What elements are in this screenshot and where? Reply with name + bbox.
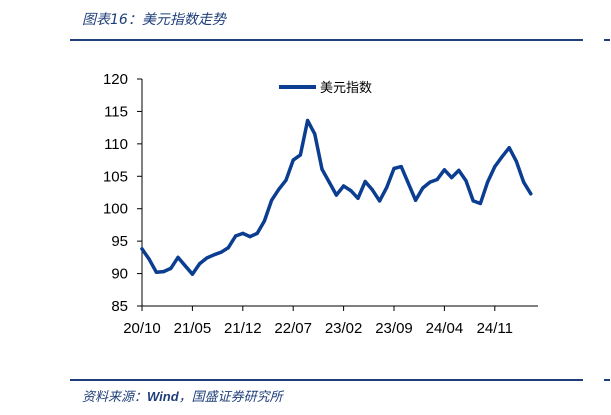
source-wind: Wind: [147, 389, 179, 404]
data-point: [500, 155, 504, 159]
x-tick-label: 21/05: [174, 320, 212, 337]
data-point: [356, 196, 360, 200]
data-point: [212, 253, 216, 257]
x-axis-ticks: 20/10 21/05 21/12 22/07 23/02 23/09 24/04 24/11: [123, 306, 513, 337]
data-point: [198, 262, 202, 266]
bottom-divider: [70, 379, 583, 381]
bottom-divider-endcap: [604, 379, 610, 381]
data-point: [169, 266, 173, 270]
data-point: [414, 198, 418, 202]
data-point: [450, 176, 454, 180]
data-point: [147, 257, 151, 261]
y-tick-label: 95: [111, 233, 128, 250]
data-point: [234, 234, 238, 238]
y-tick-label: 110: [104, 136, 128, 153]
data-point: [363, 179, 367, 184]
data-point: [507, 146, 511, 150]
data-point: [471, 199, 475, 203]
y-tick-label: 115: [104, 103, 128, 120]
data-point: [399, 165, 403, 169]
data-point: [226, 246, 230, 250]
source-note: 资料来源：Wind，国盛证券研究所: [82, 386, 283, 405]
data-point: [270, 198, 274, 202]
series-line-0: [140, 118, 533, 276]
x-tick-label: 23/09: [375, 320, 413, 337]
data-point: [140, 247, 144, 251]
legend-label: 美元指数: [320, 81, 372, 96]
x-tick-label: 20/10: [123, 320, 161, 337]
data-point: [486, 180, 490, 184]
data-point: [190, 272, 194, 276]
top-divider: [70, 39, 583, 41]
y-tick-label: 85: [111, 298, 128, 315]
data-point: [154, 270, 158, 274]
data-point: [183, 264, 187, 268]
y-tick-label: 90: [111, 266, 128, 283]
x-tick-label: 24/11: [477, 320, 513, 337]
data-point: [428, 180, 432, 184]
data-point: [219, 250, 223, 254]
data-point: [205, 256, 209, 260]
data-point: [370, 188, 374, 192]
data-point: [442, 168, 446, 172]
data-point: [522, 180, 526, 184]
data-point: [457, 168, 461, 172]
data-point: [262, 219, 266, 223]
data-point: [277, 187, 281, 191]
data-point: [349, 189, 353, 193]
x-tick-label: 22/07: [274, 320, 312, 337]
data-point: [306, 118, 310, 123]
y-tick-label: 105: [103, 168, 128, 185]
data-point: [291, 158, 295, 162]
data-point: [514, 159, 519, 163]
data-point: [298, 153, 302, 157]
data-point: [421, 186, 425, 190]
y-tick-label: 100: [103, 201, 128, 218]
data-point: [406, 181, 410, 185]
data-point: [176, 255, 180, 259]
data-point: [313, 132, 317, 136]
data-point: [320, 167, 324, 171]
figure-title: 图表16：美元指数走势: [82, 12, 226, 28]
x-tick-label: 23/02: [325, 320, 363, 337]
data-point: [464, 179, 468, 183]
data-point: [529, 192, 533, 196]
top-divider-endcap: [604, 39, 610, 41]
dollar-index-chart: 85 90 95 100 105 110 115 120 20/10 21/05 21/12 22/…: [103, 71, 538, 337]
source-suffix: ，国盛证券研究所: [178, 390, 283, 405]
data-point: [478, 201, 482, 206]
chart-axes: [141, 79, 538, 307]
x-tick-label: 24/04: [426, 320, 464, 337]
data-point: [162, 270, 166, 274]
y-axis-ticks: 85 90 95 100 105 110 115 120: [103, 71, 142, 315]
series-group: [140, 118, 533, 276]
data-point: [327, 180, 331, 184]
data-point: [255, 231, 259, 235]
y-tick-label: 120: [103, 71, 128, 88]
data-point: [248, 235, 252, 239]
data-point: [241, 231, 245, 235]
data-point: [334, 193, 338, 197]
data-point: [284, 178, 288, 182]
data-point: [392, 166, 396, 171]
chart-legend: 美元指数: [279, 81, 372, 96]
source-prefix: 资料来源：: [82, 390, 148, 405]
data-point: [435, 177, 439, 182]
data-point: [378, 199, 382, 203]
data-point: [385, 185, 389, 189]
data-point: [342, 184, 346, 188]
x-tick-label: 21/12: [224, 320, 262, 337]
data-point: [493, 165, 497, 169]
